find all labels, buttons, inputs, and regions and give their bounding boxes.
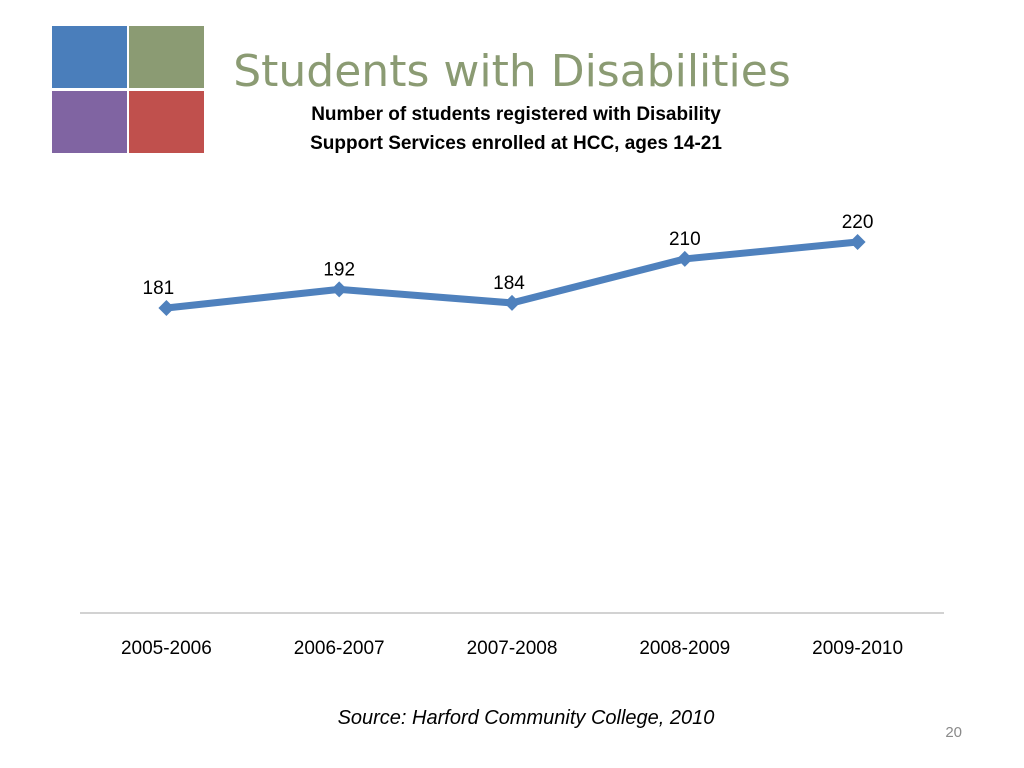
subtitle-line-1: Number of students registered with Disab… — [311, 104, 721, 125]
x-tick-label: 2005-2006 — [121, 638, 212, 659]
page-number: 20 — [945, 724, 962, 741]
x-tick-label: 2006-2007 — [294, 638, 385, 659]
data-point-marker — [849, 234, 866, 250]
chart-subtitle: Number of students registered with Disab… — [256, 100, 776, 158]
slide-title: Students with Disabilities — [233, 46, 791, 97]
logo-square-blue — [52, 26, 127, 88]
data-point-marker — [158, 300, 175, 316]
data-point-marker — [504, 294, 520, 311]
subtitle-line-2: Support Services enrolled at HCC, ages 1… — [310, 133, 722, 154]
data-label: 184 — [493, 273, 525, 294]
logo-square-green — [129, 26, 204, 88]
data-point-marker — [331, 281, 348, 298]
data-label: 210 — [669, 229, 701, 250]
x-tick-label: 2008-2009 — [639, 638, 730, 659]
logo-square-red — [129, 91, 204, 153]
logo-square-purple — [52, 91, 127, 153]
data-label: 181 — [143, 278, 175, 299]
source-note: Source: Harford Community College, 2010 — [337, 707, 715, 729]
x-tick-label: 2009-2010 — [812, 638, 903, 659]
data-label: 220 — [842, 212, 874, 233]
data-point-marker — [676, 250, 693, 267]
data-label: 192 — [323, 259, 355, 280]
x-tick-label: 2007-2008 — [467, 638, 558, 659]
logo — [52, 26, 204, 153]
